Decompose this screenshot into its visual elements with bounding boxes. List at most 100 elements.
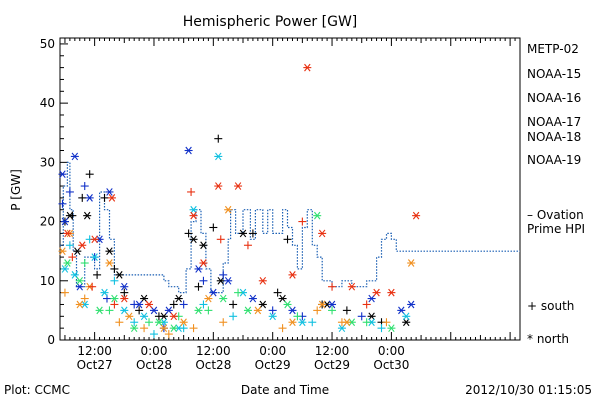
point-noaa-18-south bbox=[80, 294, 89, 303]
point-noaa-16-south bbox=[377, 324, 386, 333]
point-stroke bbox=[279, 294, 286, 303]
point-noaa-18-south bbox=[337, 318, 346, 327]
point-stroke bbox=[121, 306, 128, 315]
point-noaa-16-south bbox=[130, 318, 139, 327]
point-noaa-16-north bbox=[90, 253, 99, 261]
point-noaa-15-south bbox=[130, 300, 139, 309]
point-noaa-17-north bbox=[130, 324, 139, 333]
point-noaa-16-south bbox=[308, 318, 317, 327]
point-noaa-19-north bbox=[120, 294, 129, 303]
point-metp-02-south bbox=[100, 193, 109, 202]
point-stroke bbox=[407, 300, 415, 309]
point-metp-02-south bbox=[248, 229, 257, 238]
point-noaa-15-north bbox=[367, 294, 376, 303]
point-noaa-17-south bbox=[328, 306, 337, 315]
point-stroke bbox=[170, 312, 177, 321]
point-noaa-16-south bbox=[149, 330, 158, 339]
point-metp-02-north bbox=[174, 294, 183, 303]
point-metp-02-north bbox=[189, 235, 198, 244]
point-noaa-19-south bbox=[187, 187, 196, 196]
point-metp-02-north bbox=[199, 241, 208, 250]
point-noaa-19-north bbox=[288, 271, 297, 279]
point-stroke bbox=[215, 152, 222, 161]
point-noaa-16-north bbox=[189, 205, 198, 214]
point-stroke bbox=[348, 282, 356, 291]
x-tick-label-date: Oct29 bbox=[255, 358, 291, 372]
point-noaa-16-north bbox=[214, 152, 223, 161]
point-metp-02-north bbox=[73, 247, 82, 256]
legend-item-noaa-16: NOAA-16 bbox=[527, 91, 581, 105]
point-stroke bbox=[403, 312, 410, 321]
point-noaa-18-north bbox=[159, 324, 168, 333]
point-stroke bbox=[185, 146, 192, 155]
point-stroke bbox=[254, 306, 262, 315]
point-noaa-18-north bbox=[179, 318, 188, 327]
point-stroke bbox=[313, 211, 321, 220]
point-noaa-17-south bbox=[105, 306, 114, 315]
point-metp-02-south bbox=[273, 288, 282, 297]
point-stroke bbox=[388, 324, 395, 333]
point-stroke bbox=[299, 318, 306, 327]
point-metp-02-south bbox=[78, 193, 87, 202]
point-stroke bbox=[200, 241, 207, 250]
point-noaa-18-north bbox=[288, 318, 297, 327]
point-stroke bbox=[150, 306, 158, 315]
point-noaa-15-north bbox=[58, 170, 67, 179]
point-noaa-16-north bbox=[337, 324, 346, 333]
point-stroke bbox=[145, 300, 153, 309]
point-noaa-19-north bbox=[258, 276, 267, 285]
point-noaa-18-north bbox=[58, 247, 67, 256]
y-tick-label: 30 bbox=[40, 155, 55, 169]
point-noaa-15-south bbox=[179, 300, 188, 309]
legend-ovation-line2: Prime HPI bbox=[527, 222, 585, 236]
point-noaa-18-north bbox=[224, 205, 233, 214]
point-stroke bbox=[403, 318, 410, 327]
point-noaa-18-north bbox=[253, 306, 262, 315]
point-noaa-15-north bbox=[164, 306, 173, 315]
point-metp-02-south bbox=[194, 282, 203, 291]
point-noaa-17-north bbox=[154, 318, 163, 327]
point-stroke bbox=[244, 306, 252, 315]
point-stroke bbox=[224, 276, 232, 285]
plot-timestamp: 2012/10/30 01:15:05 bbox=[465, 383, 592, 397]
y-tick-label: 40 bbox=[40, 96, 55, 110]
point-metp-02-north bbox=[402, 318, 411, 327]
x-tick-label-time: 12:00 bbox=[77, 344, 112, 358]
point-noaa-15-north bbox=[248, 294, 257, 303]
point-metp-02-south bbox=[169, 300, 178, 309]
point-noaa-18-south bbox=[219, 318, 228, 327]
y-tick-label: 0 bbox=[47, 333, 55, 347]
point-noaa-19-south bbox=[298, 217, 307, 226]
point-stroke bbox=[76, 276, 84, 285]
point-noaa-18-south bbox=[164, 330, 173, 339]
point-stroke bbox=[348, 318, 356, 327]
point-noaa-18-south bbox=[278, 324, 287, 333]
point-noaa-15-north bbox=[75, 282, 84, 291]
point-stroke bbox=[76, 282, 84, 291]
point-noaa-16-south bbox=[179, 324, 188, 333]
point-noaa-19-north bbox=[107, 194, 116, 202]
point-stroke bbox=[323, 300, 331, 309]
plot-frame bbox=[59, 37, 521, 341]
point-stroke bbox=[239, 229, 247, 238]
point-noaa-18-south bbox=[60, 288, 69, 297]
point-stroke bbox=[239, 288, 247, 297]
point-noaa-16-north bbox=[298, 318, 307, 327]
point-noaa-16-north bbox=[268, 312, 277, 321]
point-noaa-15-south bbox=[58, 199, 67, 208]
point-metp-02-north bbox=[239, 229, 248, 238]
point-noaa-18-north bbox=[125, 312, 134, 321]
point-noaa-15-north bbox=[407, 300, 416, 309]
point-noaa-18-north bbox=[75, 300, 84, 309]
point-noaa-16-north bbox=[140, 312, 149, 321]
point-stroke bbox=[412, 211, 420, 220]
ovation-hpi-line bbox=[60, 161, 520, 294]
point-noaa-18-south bbox=[140, 324, 149, 333]
x-axis-label: Date and Time bbox=[241, 383, 329, 397]
chart-title: Hemispheric Power [GW] bbox=[183, 14, 358, 30]
point-stroke bbox=[195, 306, 202, 315]
point-stroke bbox=[71, 152, 79, 161]
legend-item-metp-02: METP-02 bbox=[527, 42, 579, 56]
point-noaa-19-south bbox=[68, 253, 77, 262]
